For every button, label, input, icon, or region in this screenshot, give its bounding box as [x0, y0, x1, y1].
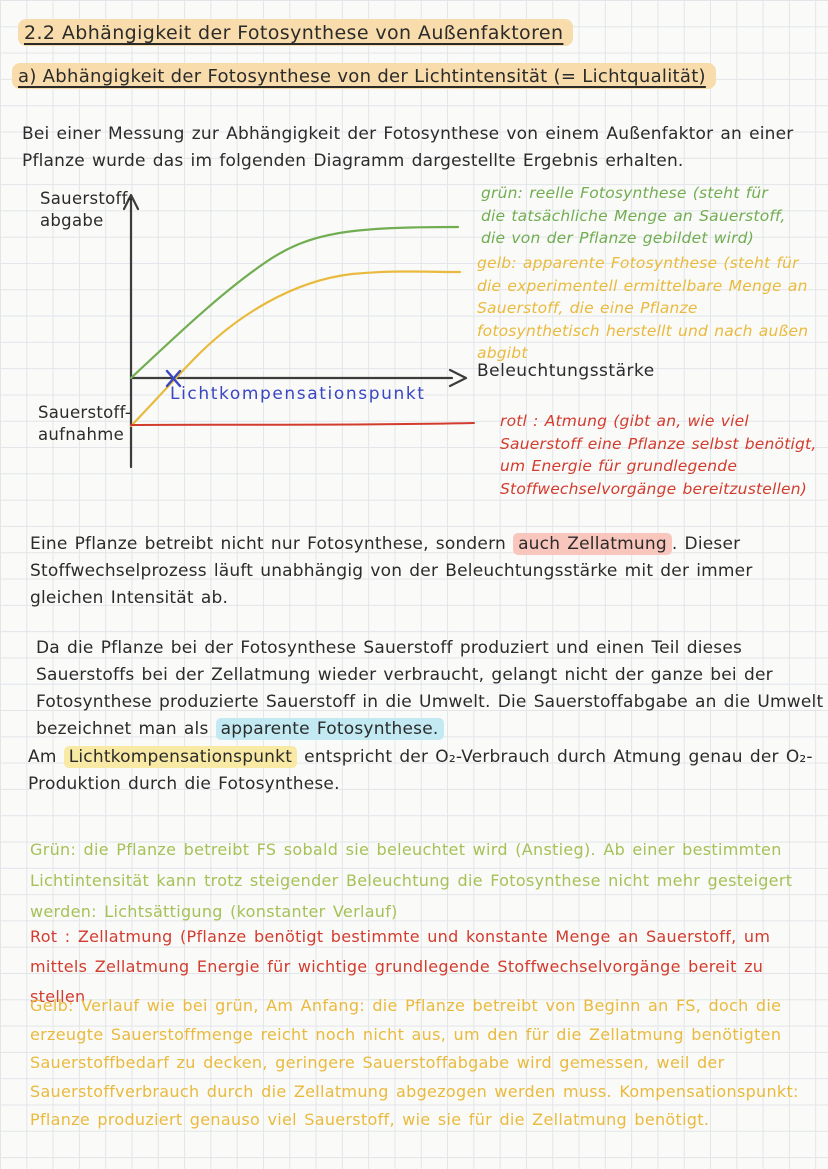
section-subtitle: a) Abhängigkeit der Fotosynthese von der…	[12, 63, 716, 89]
legend-red-line: rotl : Atmung (gibt an, wie viel Sauerst…	[500, 412, 817, 498]
paragraph-cell-respiration: Eine Pflanze betreibt nicht nur Fotosynt…	[30, 531, 822, 612]
paragraph-compensation-point: Am Lichtkompensationspunkt entspricht de…	[28, 744, 820, 798]
compensation-point-label: Lichtkompensationspunkt	[170, 384, 426, 404]
x-axis-label: Beleuchtungsstärke	[477, 361, 655, 381]
paragraph-compensation-point-text: Am	[28, 747, 64, 767]
note-yellow-curve-explanation: Gelb: Verlauf wie bei grün, Am Anfang: d…	[30, 996, 799, 1129]
y-axis-arrowhead	[122, 193, 140, 211]
legend-green-curve: grün: reelle Fotosynthese (steht für die…	[481, 184, 786, 247]
y-axis-label-oxygen-uptake: Sauerstoff- aufnahme	[38, 403, 132, 444]
page-title-highlight: 2.2 Abhängigkeit der Fotosynthese von Au…	[18, 19, 574, 46]
red-line-respiration	[130, 422, 475, 426]
intro-paragraph: Bei einer Messung zur Abhängigkeit der F…	[22, 124, 794, 171]
legend-yellow-curve: gelb: apparente Fotosynthese (steht für …	[477, 254, 809, 362]
paragraph-compensation-point-text-after: entspricht der O₂-Verbrauch durch Atmung…	[28, 747, 813, 794]
section-subtitle-highlight: a) Abhängigkeit der Fotosynthese von der…	[12, 63, 716, 89]
paragraph-cell-respiration-text: Eine Pflanze betreibt nicht nur Fotosynt…	[30, 534, 514, 554]
highlight-auch-zellatmung: auch Zellatmung	[513, 533, 672, 555]
highlight-apparente-fotosynthese: apparente Fotosynthese.	[215, 718, 444, 740]
compensation-point-x-mark	[165, 369, 182, 388]
highlight-lichtkompensationspunkt: Lichtkompensationspunkt	[63, 746, 298, 768]
note-red-line-explanation: Rot : Zellatmung (Pflanze benötigt besti…	[30, 927, 771, 1006]
y-axis-label-oxygen-release: Sauerstoff- abgabe	[40, 189, 134, 230]
yellow-curve-apparent-photosynthesis	[129, 270, 462, 428]
x-axis-arrowhead	[448, 368, 468, 388]
paragraph-apparent-photosynthesis: Da die Pflanze bei der Fotosynthese Saue…	[36, 635, 824, 743]
green-curve-real-photosynthesis	[129, 225, 460, 380]
note-green-curve-explanation: Grün: die Pflanze betreibt FS sobald sie…	[30, 840, 793, 921]
page-title: 2.2 Abhängigkeit der Fotosynthese von Au…	[18, 19, 574, 46]
paragraph-cell-respiration-text-after: . Dieser Stoffwechselprozess läuft unabh…	[30, 534, 753, 608]
paragraph-apparent-photosynthesis-text: Da die Pflanze bei der Fotosynthese Saue…	[36, 638, 824, 739]
